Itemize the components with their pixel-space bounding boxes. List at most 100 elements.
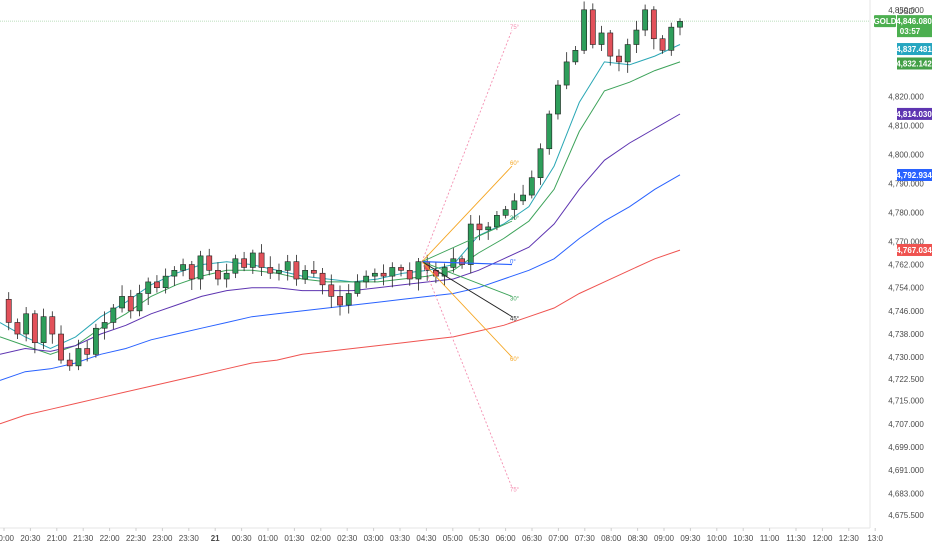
candle[interactable] <box>624 38 631 73</box>
candle[interactable] <box>40 308 47 350</box>
candle[interactable] <box>223 263 230 288</box>
candle[interactable] <box>66 352 73 371</box>
candle[interactable] <box>537 143 544 185</box>
candle[interactable] <box>232 254 239 279</box>
candle[interactable] <box>23 307 30 342</box>
candle[interactable] <box>154 275 160 293</box>
candle[interactable] <box>415 257 422 291</box>
candle[interactable] <box>319 267 326 295</box>
candle[interactable] <box>14 318 21 340</box>
candle-body-bullish <box>101 322 108 329</box>
candle-body-bearish <box>215 270 221 280</box>
candle[interactable] <box>459 255 465 269</box>
candle[interactable] <box>563 52 570 90</box>
candle[interactable] <box>215 262 221 286</box>
candle[interactable] <box>258 244 265 276</box>
candle[interactable] <box>180 258 186 277</box>
candle[interactable] <box>345 284 352 314</box>
candle[interactable] <box>136 284 143 317</box>
candle[interactable] <box>188 260 195 290</box>
x-tick-label: 12:30 <box>839 534 860 543</box>
candle[interactable] <box>302 265 309 284</box>
candle[interactable] <box>84 340 91 362</box>
x-tick-label: 09:30 <box>680 534 701 543</box>
fan-ray <box>421 261 513 318</box>
candle[interactable] <box>398 264 404 277</box>
candle-body-bullish <box>624 44 631 63</box>
candle[interactable] <box>328 274 335 308</box>
candle[interactable] <box>520 184 526 206</box>
candle[interactable] <box>276 263 282 281</box>
candle[interactable] <box>633 20 640 53</box>
candle[interactable] <box>284 254 291 281</box>
y-tick-label: 4,762.000 <box>888 261 924 270</box>
candle[interactable] <box>337 285 343 316</box>
fan-angle-label: 60° <box>510 357 520 363</box>
candle[interactable] <box>119 285 125 313</box>
x-tick-label: 02:00 <box>311 534 332 543</box>
candle[interactable] <box>127 289 134 319</box>
candle[interactable] <box>310 260 317 278</box>
candle[interactable] <box>511 193 518 220</box>
x-tick-label: 03:30 <box>390 534 411 543</box>
candle[interactable] <box>528 170 535 199</box>
candle[interactable] <box>171 266 178 286</box>
candle-body-bullish <box>668 26 675 51</box>
x-tick-label: 05:00 <box>443 534 464 543</box>
candle[interactable] <box>485 222 492 240</box>
candle[interactable] <box>197 250 204 290</box>
candle[interactable] <box>546 110 553 155</box>
candle-body-bearish <box>406 270 413 280</box>
candle[interactable] <box>650 6 657 50</box>
candle-body-bearish <box>66 359 73 367</box>
candle-body-bullish <box>485 226 492 231</box>
candle[interactable] <box>572 45 579 65</box>
candle[interactable] <box>607 29 614 66</box>
candle[interactable] <box>363 270 370 288</box>
candle[interactable] <box>598 25 605 52</box>
candle-body-bullish <box>162 275 169 289</box>
candle[interactable] <box>249 249 256 274</box>
x-tick-label: 08:00 <box>601 534 622 543</box>
angle-fan-drawing[interactable]: 75° 60° 30° 0° 30° 45° 60° 75° <box>421 25 520 493</box>
candle[interactable] <box>677 18 683 36</box>
candle[interactable] <box>616 49 622 72</box>
candle[interactable] <box>354 274 361 297</box>
candle[interactable] <box>206 248 213 276</box>
candle[interactable] <box>589 3 596 49</box>
candle[interactable] <box>406 262 413 286</box>
candle[interactable] <box>92 323 99 358</box>
bar-countdown: 03:57 <box>900 27 921 36</box>
fan-ray <box>421 261 513 488</box>
candle[interactable] <box>58 325 64 364</box>
x-tick-label: 10:30 <box>733 534 754 543</box>
candle[interactable] <box>581 1 588 54</box>
candle[interactable] <box>162 268 169 294</box>
candle[interactable] <box>241 251 248 272</box>
price-badge-value: 4,814.030 <box>896 110 932 119</box>
candle[interactable] <box>145 277 152 305</box>
candle[interactable] <box>642 4 649 37</box>
candle[interactable] <box>555 80 561 120</box>
candle[interactable] <box>494 210 500 231</box>
candle[interactable] <box>467 214 474 274</box>
candle[interactable] <box>389 262 396 288</box>
candle[interactable] <box>659 35 666 54</box>
candle[interactable] <box>432 262 439 284</box>
candle[interactable] <box>75 339 82 371</box>
candle[interactable] <box>267 256 274 279</box>
candle[interactable] <box>31 310 38 354</box>
candle[interactable] <box>5 292 12 331</box>
candle[interactable] <box>101 311 108 340</box>
candle[interactable] <box>49 311 56 344</box>
candle[interactable] <box>293 254 300 286</box>
plot-area[interactable]: 75° 60° 30° 0° 30° 45° 60° 75° <box>0 1 870 493</box>
candle[interactable] <box>371 268 378 283</box>
fan-ray <box>421 220 513 263</box>
candle[interactable] <box>502 205 509 219</box>
candle[interactable] <box>668 22 675 56</box>
candle[interactable] <box>380 264 387 286</box>
candle[interactable] <box>110 304 117 330</box>
